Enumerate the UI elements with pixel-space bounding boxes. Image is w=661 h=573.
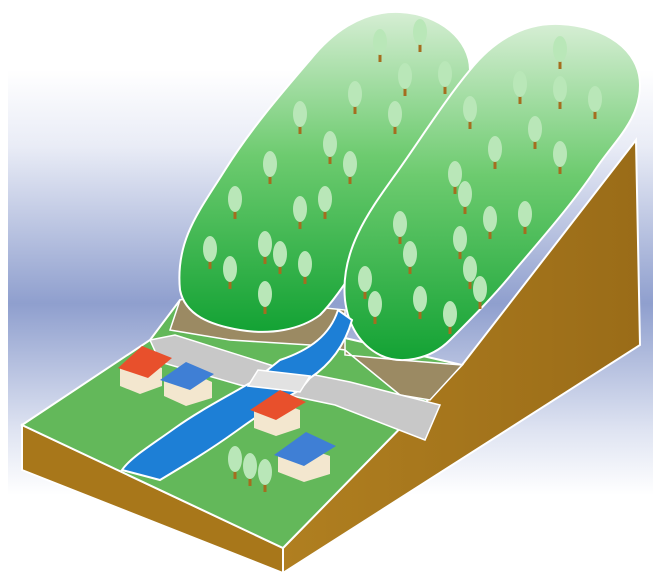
tree xyxy=(223,256,237,289)
tree xyxy=(553,141,567,174)
house-blue-left xyxy=(160,362,214,406)
tree xyxy=(273,241,287,274)
tree xyxy=(293,101,307,134)
tree xyxy=(413,19,427,52)
tree xyxy=(483,206,497,239)
tree xyxy=(528,116,542,149)
tree xyxy=(343,151,357,184)
tree xyxy=(588,86,602,119)
house-red-right xyxy=(250,390,306,436)
bridge xyxy=(246,369,312,393)
tree xyxy=(388,101,402,134)
forest-right xyxy=(343,22,642,361)
tree xyxy=(513,71,527,104)
tree xyxy=(368,291,382,324)
tree xyxy=(373,29,387,62)
tree xyxy=(413,286,427,319)
tree xyxy=(298,251,312,284)
tree xyxy=(358,266,372,299)
tree xyxy=(243,453,257,486)
tree xyxy=(203,236,217,269)
house-blue-right xyxy=(274,432,336,482)
tree xyxy=(453,226,467,259)
tree xyxy=(553,36,567,69)
house-red-left xyxy=(118,346,172,394)
tree xyxy=(348,81,362,114)
tree xyxy=(228,446,242,479)
tree xyxy=(228,186,242,219)
tree xyxy=(458,181,472,214)
tree xyxy=(463,96,477,129)
tree xyxy=(443,301,457,334)
tree xyxy=(448,161,462,194)
tree xyxy=(398,63,412,96)
tree xyxy=(323,131,337,164)
tree xyxy=(293,196,307,229)
tree xyxy=(263,151,277,184)
tree xyxy=(438,61,452,94)
tree xyxy=(393,211,407,244)
tree-group xyxy=(203,19,602,492)
tree xyxy=(518,201,532,234)
tree xyxy=(463,256,477,289)
tree xyxy=(258,231,272,264)
tree xyxy=(258,459,272,492)
tree xyxy=(473,276,487,309)
tree xyxy=(318,186,332,219)
tree xyxy=(488,136,502,169)
tree xyxy=(403,241,417,274)
tree xyxy=(553,76,567,109)
tree xyxy=(258,281,272,314)
